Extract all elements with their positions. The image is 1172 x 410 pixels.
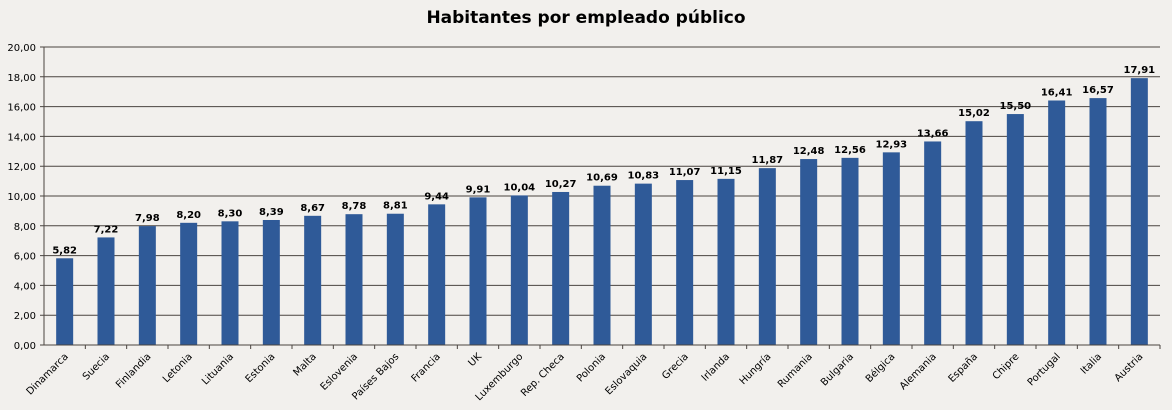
data-label: 15,50 <box>1000 101 1032 112</box>
bar-polonia <box>593 185 611 345</box>
bar-espa-a <box>965 121 983 346</box>
x-tick-label: Suecia <box>81 351 112 382</box>
y-tick-label: 12,00 <box>7 162 36 173</box>
y-tick-label: 2,00 <box>14 311 36 322</box>
bar-b-lgica <box>882 152 900 345</box>
bar-malta <box>304 215 322 345</box>
x-tick-label: UK <box>467 351 485 369</box>
bar-suecia <box>97 237 115 345</box>
bar-eslovaquia <box>634 183 652 345</box>
data-label: 5,82 <box>52 245 77 256</box>
bar-uk <box>469 197 487 345</box>
x-tick-label: Hungría <box>737 351 773 387</box>
data-label: 10,83 <box>628 171 660 182</box>
data-label: 8,20 <box>176 210 201 221</box>
bar-italia <box>1089 98 1107 346</box>
bar-luxemburgo <box>510 195 528 345</box>
data-label: 16,57 <box>1082 85 1114 96</box>
data-label: 8,78 <box>342 201 367 212</box>
data-label: 13,66 <box>917 128 949 139</box>
bar-lituania <box>221 221 239 345</box>
x-tick-label: Rep. Checa <box>519 351 567 399</box>
data-label: 11,87 <box>752 155 784 166</box>
y-tick-label: 6,00 <box>14 252 36 263</box>
bar-letonia <box>180 222 198 345</box>
x-tick-label: Estonia <box>244 351 278 385</box>
x-tick-label: Francia <box>410 351 443 384</box>
data-label: 7,22 <box>94 224 119 235</box>
bar-pa-ses-bajos <box>386 213 404 345</box>
data-label: 10,04 <box>504 182 536 193</box>
x-tick-label: Letonia <box>161 351 195 385</box>
data-label: 8,39 <box>259 207 284 218</box>
bar-austria <box>1130 78 1148 346</box>
x-tick-label: Portugal <box>1026 351 1063 388</box>
y-tick-label: 10,00 <box>7 192 36 203</box>
y-tick-label: 20,00 <box>7 43 36 54</box>
bar-rep-checa <box>552 191 570 345</box>
bar-dinamarca <box>56 258 74 345</box>
data-label: 12,48 <box>793 146 825 157</box>
data-label: 12,93 <box>876 139 908 150</box>
bar-irlanda <box>717 178 735 345</box>
data-label: 9,91 <box>466 184 491 195</box>
y-tick-label: 14,00 <box>7 132 36 143</box>
x-tick-label: Lituania <box>200 351 236 387</box>
data-label: 11,15 <box>710 166 742 177</box>
bar-grecia <box>676 180 694 345</box>
y-tick-label: 16,00 <box>7 103 36 114</box>
x-tick-label: Bélgica <box>863 351 897 385</box>
x-tick-label: Eslovenia <box>319 351 361 393</box>
data-label: 10,27 <box>545 179 577 190</box>
bar-estonia <box>262 219 280 345</box>
data-label: 15,02 <box>958 108 990 119</box>
chart-title: Habitantes por empleado público <box>426 8 746 28</box>
data-label: 8,81 <box>383 201 408 212</box>
bar-finlandia <box>138 226 156 345</box>
data-label: 9,44 <box>424 191 449 202</box>
x-tick-label: Italia <box>1079 351 1104 376</box>
x-tick-label: Rumania <box>776 351 815 390</box>
bar-rumania <box>800 159 818 345</box>
x-tick-label: Malta <box>291 351 318 378</box>
bar-alemania <box>924 141 942 345</box>
x-tick-label: España <box>947 351 981 385</box>
x-tick-label: Bulgaria <box>819 351 856 388</box>
y-tick-label: 0,00 <box>14 341 36 352</box>
x-tick-label: Eslovaquia <box>603 351 649 397</box>
bar-bulgaria <box>841 157 859 345</box>
data-label: 8,67 <box>300 203 325 214</box>
x-tick-label: Austria <box>1113 351 1146 384</box>
bar-francia <box>428 204 446 345</box>
x-tick-label: Chipre <box>991 351 1022 382</box>
data-label: 11,07 <box>669 167 701 178</box>
data-label: 7,98 <box>135 213 160 224</box>
bar-hungr-a <box>758 168 776 345</box>
data-label: 10,69 <box>586 173 618 184</box>
x-tick-label: Grecia <box>660 351 691 382</box>
bar-portugal <box>1048 100 1066 345</box>
x-tick-label: Polonia <box>575 351 608 384</box>
x-tick-label: Finlandia <box>114 351 153 390</box>
y-tick-label: 4,00 <box>14 281 36 292</box>
bar-chipre <box>1006 114 1024 345</box>
data-label: 16,41 <box>1041 87 1073 98</box>
y-tick-label: 8,00 <box>14 222 36 233</box>
data-label: 8,30 <box>218 208 243 219</box>
bar-eslovenia <box>345 214 363 345</box>
x-tick-label: Dinamarca <box>25 351 71 397</box>
x-tick-label: Alemania <box>898 351 939 392</box>
data-label: 17,91 <box>1124 65 1156 76</box>
x-tick-label: Irlanda <box>700 351 732 383</box>
y-tick-label: 18,00 <box>7 73 36 84</box>
data-label: 12,56 <box>834 145 866 156</box>
